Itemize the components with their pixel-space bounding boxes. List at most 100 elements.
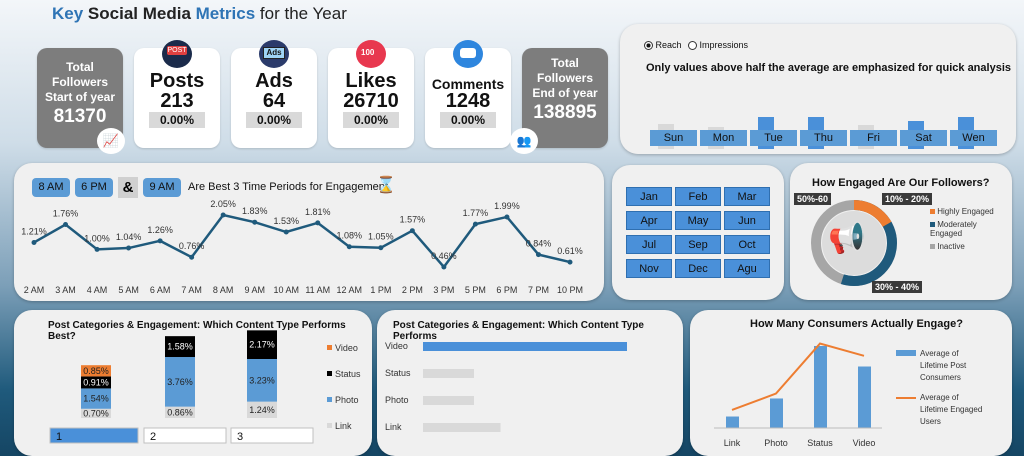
- stacked-bar-link: [81, 408, 111, 418]
- legend-item-high: Highly Engaged: [930, 207, 1010, 216]
- consumer-legend-label: Consumers: [920, 373, 961, 382]
- people-icon: 👥: [510, 128, 538, 154]
- hourly-data-label: 1.04%: [116, 232, 142, 242]
- month-jan[interactable]: Jan: [626, 187, 672, 206]
- hourly-line: [33, 213, 571, 269]
- growth-chart-icon: 📈: [97, 128, 125, 154]
- hbar-title: Post Categories & Engagement: Which Cont…: [393, 320, 644, 342]
- hourly-point: [567, 259, 573, 265]
- hourly-data-label: 1.08%: [337, 231, 363, 241]
- hourly-data-label: 1.00%: [84, 233, 110, 243]
- best-time-2: 6 PM: [75, 178, 113, 197]
- weekday-label-sun[interactable]: Sun: [650, 130, 697, 146]
- weekday-label-mon[interactable]: Mon: [700, 130, 747, 146]
- weekday-label-sat[interactable]: Sat: [900, 130, 947, 146]
- month-may[interactable]: May: [675, 211, 721, 230]
- consumer-tick-label: Photo: [764, 438, 788, 448]
- hourly-tick-label: 5 AM: [118, 285, 139, 295]
- stacked-legend-label: Video: [335, 343, 358, 353]
- consumer-legend-swatch: [896, 350, 916, 356]
- comments-icon: [453, 40, 483, 68]
- engaged-users-line: [731, 342, 865, 411]
- stacked-bar-photo: [81, 388, 111, 409]
- hourly-point: [409, 228, 415, 234]
- reach-radio[interactable]: Reach: [644, 40, 682, 51]
- month-jun[interactable]: Jun: [724, 211, 770, 230]
- hourly-tick-label: 7 AM: [181, 285, 202, 295]
- legend-item-inactive: Inactive: [930, 242, 1010, 251]
- stacked-data-label: 1.24%: [249, 405, 275, 415]
- hourly-tick-label: 5 PM: [465, 285, 486, 295]
- hbar-tick-label: Video: [385, 341, 408, 351]
- stacked-bar-photo: [165, 357, 195, 407]
- weekday-label-wen[interactable]: Wen: [950, 130, 997, 146]
- hourly-tick-label: 6 AM: [150, 285, 171, 295]
- month-mar[interactable]: Mar: [724, 187, 770, 206]
- hourly-data-label: 1.77%: [463, 208, 489, 218]
- stacked-legend-label: Photo: [335, 395, 359, 405]
- month-nov[interactable]: Nov: [626, 259, 672, 278]
- stacked-legend-swatch: [327, 345, 332, 350]
- hourly-point: [126, 245, 132, 251]
- hourly-tick-label: 2 PM: [402, 285, 423, 295]
- month-agu[interactable]: Agu: [724, 259, 770, 278]
- hourly-tick-label: 2 AM: [24, 285, 45, 295]
- hourly-point: [220, 212, 226, 218]
- stacked-data-label: 0.70%: [83, 408, 109, 418]
- category-slicer-1[interactable]: [49, 427, 139, 444]
- weekday-label-tue[interactable]: Tue: [750, 130, 797, 146]
- hourly-point: [283, 229, 289, 235]
- ampersand: &: [118, 177, 138, 198]
- stacked-bar-video: [81, 365, 111, 377]
- hourly-data-label: 0.84%: [526, 239, 552, 249]
- stacked-bar-status: [165, 336, 195, 358]
- stacked-data-label: 1.58%: [167, 342, 193, 352]
- best-time-3: 9 AM: [143, 178, 181, 197]
- month-dec[interactable]: Dec: [675, 259, 721, 278]
- stacked-data-label: 3.23%: [249, 375, 275, 385]
- hbar-bar-photo: [423, 396, 474, 405]
- donut-label-a: 50%-60: [794, 193, 832, 205]
- hourly-point: [252, 219, 258, 225]
- stacked-legend-label: Link: [335, 421, 352, 431]
- hourly-data-label: 1.53%: [273, 216, 299, 226]
- stacked-category-chart: 0.70% 1.54% 0.91%0.85% 1 0.86% 3.76% 1.58% 2 1.2…: [49, 330, 361, 444]
- donut-label-c: 30% - 40%: [872, 281, 923, 293]
- hourly-point: [189, 254, 195, 260]
- category-slicer-2[interactable]: [143, 427, 227, 444]
- hourly-point: [94, 246, 100, 252]
- radio-empty-icon: [688, 41, 697, 51]
- month-jul[interactable]: Jul: [626, 235, 672, 254]
- engagement-donut: [811, 200, 897, 286]
- hourly-point: [472, 221, 478, 227]
- month-oct[interactable]: Oct: [724, 235, 770, 254]
- impressions-radio[interactable]: Impressions: [688, 40, 748, 51]
- weekday-caption: Only values above half the average are e…: [646, 62, 1011, 74]
- weekday-label-fri[interactable]: Fri: [850, 130, 897, 146]
- category-slicer-3[interactable]: [230, 427, 314, 444]
- kpi-end-followers: Total Followers End of year 138895 👥: [510, 48, 608, 154]
- engaged-legend-label: Average of: [920, 393, 959, 402]
- hourly-tick-label: 6 PM: [496, 285, 517, 295]
- month-apr[interactable]: Apr: [626, 211, 672, 230]
- month-feb[interactable]: Feb: [675, 187, 721, 206]
- month-sep[interactable]: Sep: [675, 235, 721, 254]
- stacked-legend-swatch: [327, 397, 332, 402]
- stacked-legend-label: Status: [335, 369, 361, 379]
- stacked-data-label: 1.54%: [83, 394, 109, 404]
- hbar-tick-label: Photo: [385, 395, 409, 405]
- consumer-bar-link: [726, 416, 739, 428]
- stacked-data-label: 0.86%: [167, 407, 193, 417]
- hourly-data-label: 1.26%: [147, 225, 173, 235]
- consumer-legend-label: Lifetime Post: [920, 361, 967, 370]
- weekday-panel: Reach Impressions Only values above half…: [620, 24, 1016, 154]
- hourglass-icon: ⌛: [376, 177, 396, 194]
- hourly-point: [535, 252, 541, 258]
- post-icon: POST: [162, 40, 192, 68]
- hourly-tick-label: 10 PM: [557, 285, 583, 295]
- weekday-label-thu[interactable]: Thu: [800, 130, 847, 146]
- hourly-tick-label: 10 AM: [273, 285, 299, 295]
- donut-high: [811, 200, 897, 286]
- hourly-data-label: 0.61%: [557, 246, 583, 256]
- hourly-point: [63, 221, 69, 227]
